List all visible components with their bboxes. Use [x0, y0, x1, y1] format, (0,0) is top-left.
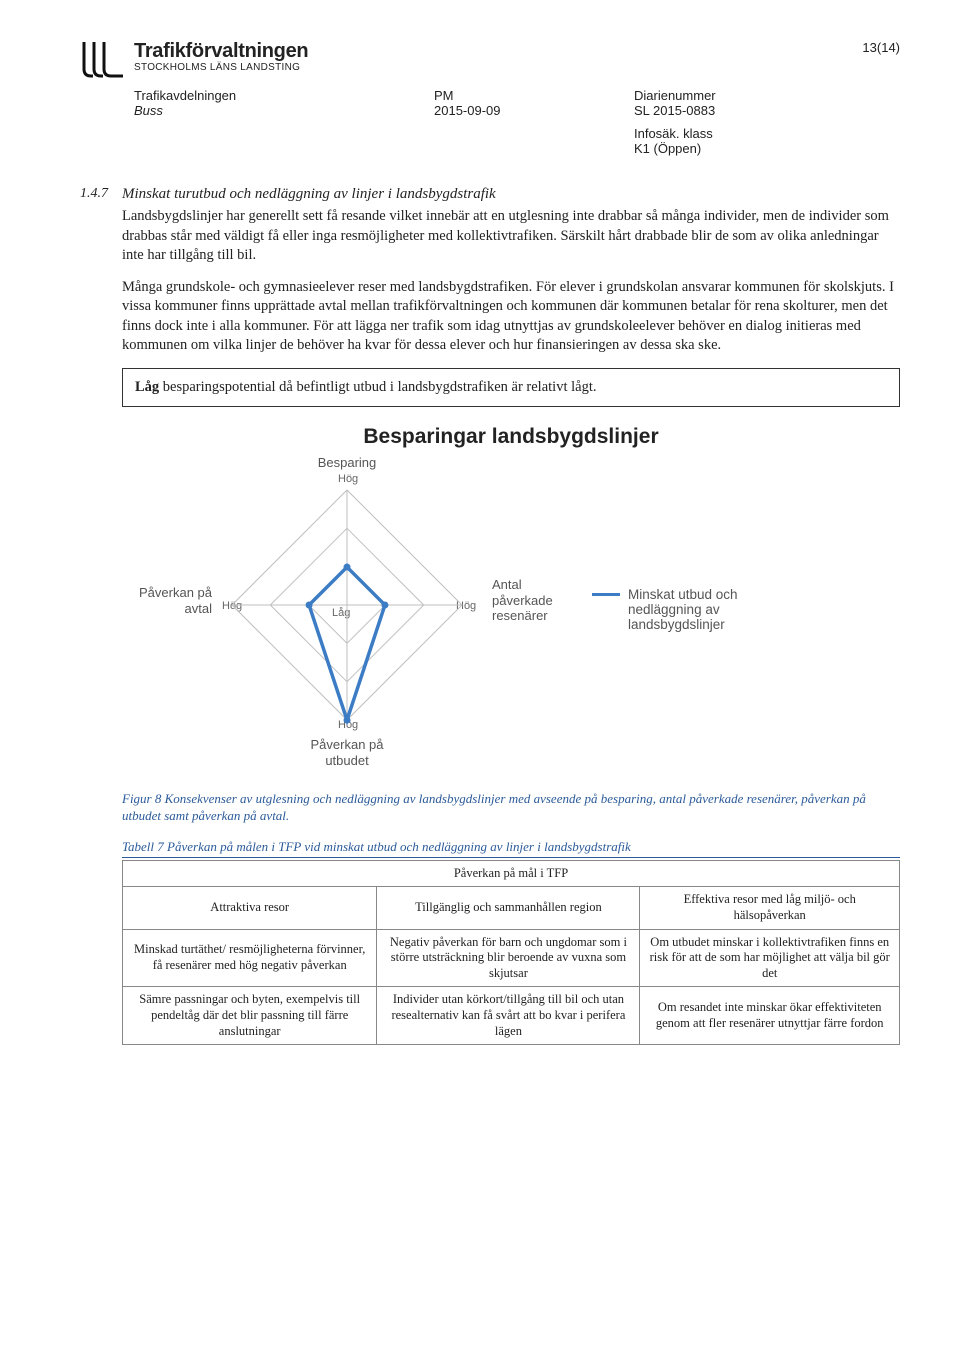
table-column-header: Attraktiva resor [123, 887, 377, 929]
table-cell: Sämre passningar och byten, exempelvis t… [123, 987, 377, 1045]
radar-svg [212, 457, 482, 747]
goals-table: Påverkan på mål i TFP Attraktiva resorTi… [122, 860, 900, 1046]
legend-line-1: Minskat utbud och [628, 587, 738, 602]
axis-label-right-2: påverkade [492, 593, 553, 608]
axis-label-bottom-2: utbudet [325, 753, 368, 768]
meta-infosec-value: K1 (Öppen) [634, 141, 794, 156]
axis-label-left-2: avtal [185, 601, 212, 616]
document-header: Trafikförvaltningen STOCKHOLMS LÄNS LAND… [80, 40, 900, 78]
table-super-header: Påverkan på mål i TFP [123, 860, 900, 887]
meta-date: 2015-09-09 [434, 103, 634, 118]
org-subtitle: STOCKHOLMS LÄNS LANDSTING [134, 62, 308, 73]
chart-title: Besparingar landsbygdslinjer [122, 425, 900, 449]
table-cell: Minskad turtäthet/ resmöjligheterna förv… [123, 929, 377, 987]
legend-line-2: nedläggning av [628, 602, 720, 617]
meta-diary-number: SL 2015-0883 [634, 103, 794, 118]
callout-bold: Låg [135, 379, 159, 395]
figure-caption: Figur 8 Konsekvenser av utglesning och n… [122, 791, 900, 825]
meta-department: Trafikavdelningen [134, 88, 434, 103]
table-row: Minskad turtäthet/ resmöjligheterna förv… [123, 929, 900, 987]
table-cell: Om resandet inte minskar ökar effektivit… [640, 987, 900, 1045]
section-1-4-7: 1.4.7 Minskat turutbud och nedläggning a… [80, 186, 900, 1045]
meta-diary-label: Diarienummer [634, 88, 794, 103]
body-paragraph-1: Landsbygdslinjer har generellt sett få r… [122, 207, 900, 266]
table-row: Sämre passningar och byten, exempelvis t… [123, 987, 900, 1045]
axis-label-right-1: Antal [492, 577, 522, 592]
radar-chart: Besparing Påverkan på avtal Antal påverk… [122, 457, 900, 787]
body-paragraph-2: Många grundskole- och gymnasieelever res… [122, 278, 900, 356]
org-name: Trafikförvaltningen [134, 40, 308, 63]
table-cell: Individer utan körkort/tillgång till bil… [377, 987, 640, 1045]
axis-label-right-3: resenärer [492, 608, 548, 623]
document-meta: Trafikavdelningen Buss PM 2015-09-09 Dia… [134, 88, 900, 156]
legend-line-3: landsbygdslinjer [628, 617, 725, 632]
table-cell: Negativ påverkan för barn och ungdomar s… [377, 929, 640, 987]
table-cell: Om utbudet minskar i kollektivtrafiken f… [640, 929, 900, 987]
meta-infosec-label: Infosäk. klass [634, 126, 794, 141]
meta-doc-type: PM [434, 88, 634, 103]
logo-icon [80, 40, 126, 78]
legend-swatch [592, 593, 620, 597]
org-logo-block: Trafikförvaltningen STOCKHOLMS LÄNS LAND… [80, 40, 308, 78]
section-title: Minskat turutbud och nedläggning av linj… [122, 186, 496, 203]
table-caption: Tabell 7 Påverkan på målen i TFP vid min… [122, 839, 900, 858]
axis-label-left-1: Påverkan på [139, 585, 212, 600]
chart-legend: Minskat utbud och nedläggning av landsby… [592, 587, 738, 632]
callout-box: Låg besparingspotential då befintligt ut… [122, 368, 900, 407]
page-number: 13(14) [862, 40, 900, 55]
table-column-header: Tillgänglig och sammanhållen region [377, 887, 640, 929]
callout-text: besparingspotential då befintligt utbud … [159, 379, 596, 395]
table-column-header: Effektiva resor med låg miljö- och hälso… [640, 887, 900, 929]
meta-subject: Buss [134, 103, 434, 118]
section-number: 1.4.7 [80, 186, 112, 203]
